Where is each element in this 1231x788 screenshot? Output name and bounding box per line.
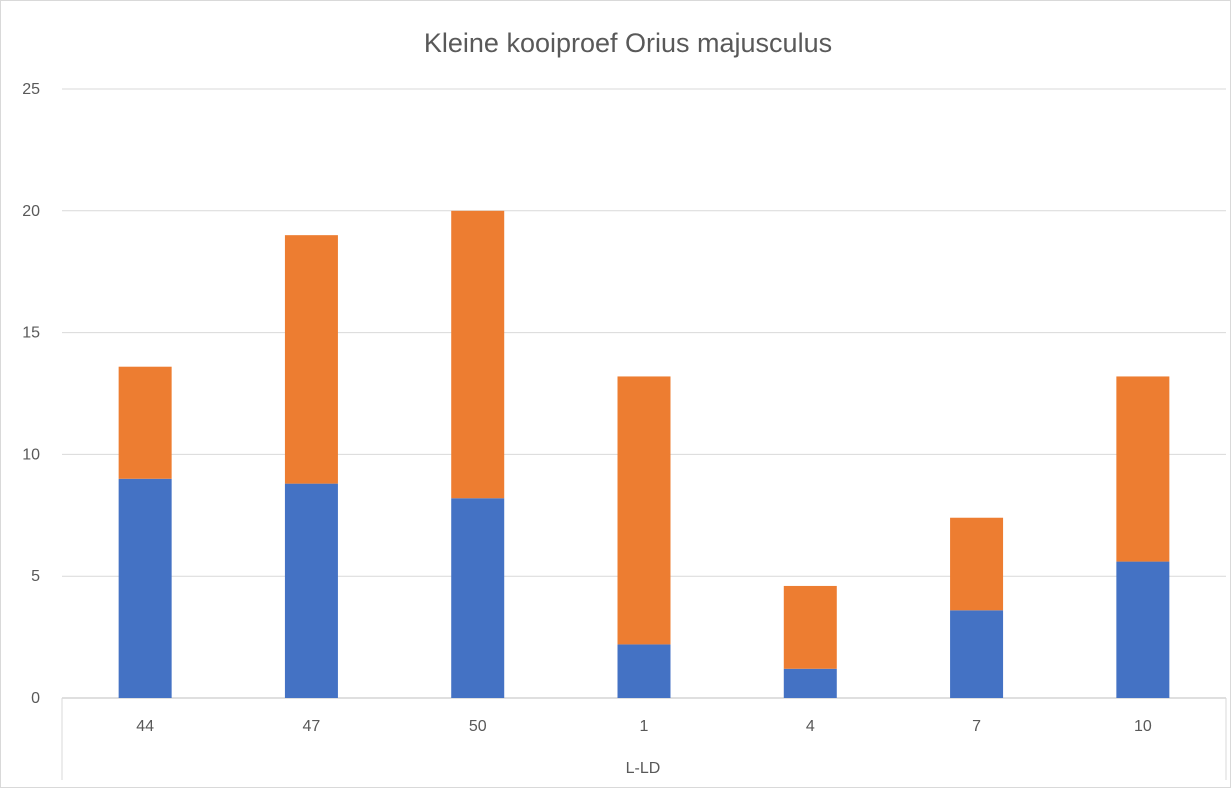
x-tick-label: 10 [1134,718,1152,735]
bar-series-1 [950,610,1004,698]
bar-series-1 [617,644,671,698]
bar-series-2 [950,517,1004,611]
bar-series-2 [617,376,671,645]
bar-series-2 [783,585,837,669]
y-tick-label: 0 [31,690,40,707]
bar-series-1 [284,483,338,698]
x-tick-label: 44 [136,718,154,735]
x-axis: 44 47 50 1 4 7 10 [61,698,1227,780]
x-tick-label: 1 [640,718,649,735]
chart-title: Kleine kooiproef Orius majusculus [424,28,832,58]
y-tick-label: 5 [31,568,40,585]
bar-series-1 [1116,561,1170,698]
x-tick-label: 47 [303,718,321,735]
y-axis-ticks: 0 5 10 15 20 25 [22,81,40,707]
x-tick-label: 4 [806,718,815,735]
bar-series-1 [451,498,505,698]
y-tick-label: 10 [22,446,40,463]
bar-series-2 [451,210,505,499]
bar-series-2 [118,366,172,479]
y-tick-label: 25 [22,81,40,98]
bar-series-1 [118,478,172,698]
x-tick-label: 50 [469,718,487,735]
bar-series-2 [284,235,338,484]
bar-series-1 [783,668,837,698]
bars [118,210,1170,698]
x-axis-label: L-LD [626,760,661,777]
gridlines [62,88,1226,699]
y-tick-label: 15 [22,325,40,342]
x-tick-label: 7 [972,718,981,735]
y-tick-label: 20 [22,203,40,220]
bar-series-2 [1116,376,1170,562]
